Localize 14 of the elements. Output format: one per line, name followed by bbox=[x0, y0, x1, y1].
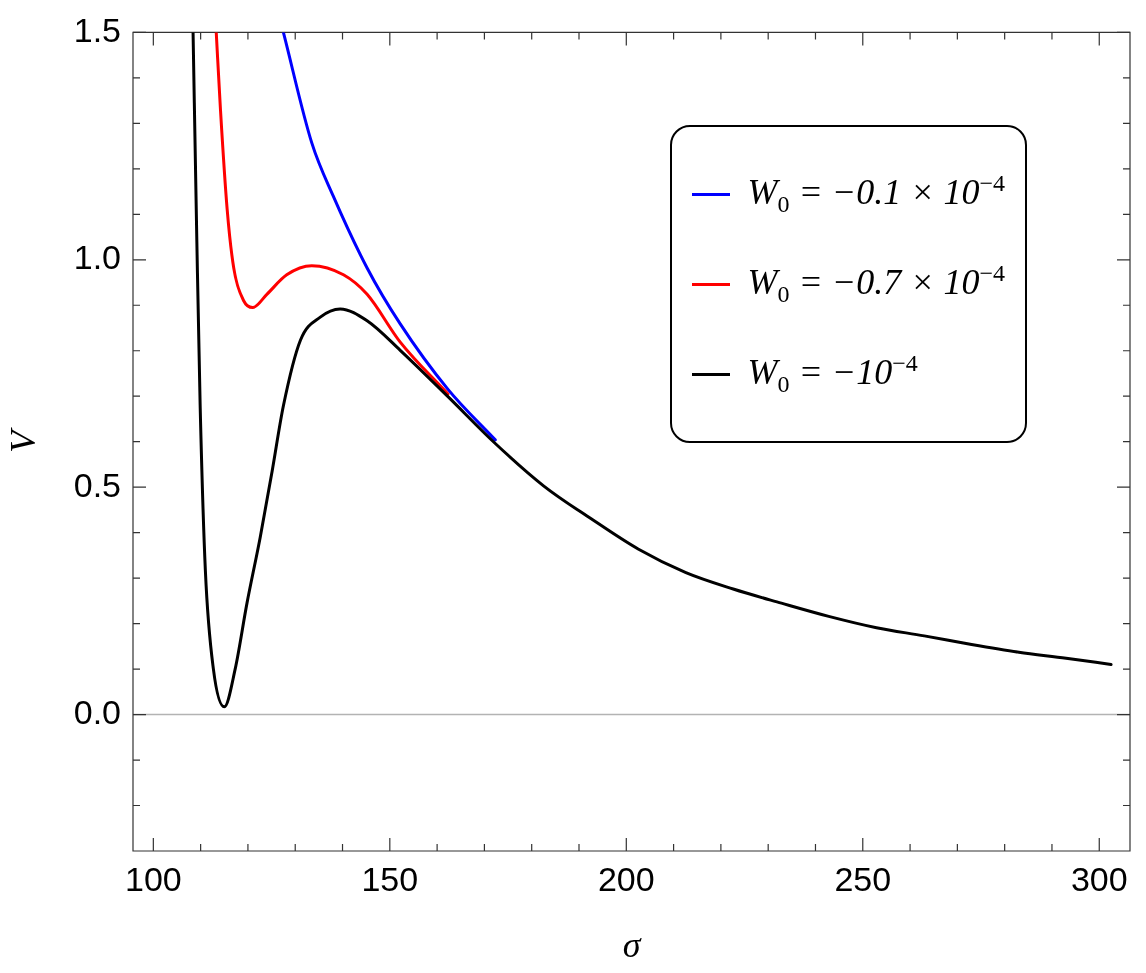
x-tick-label: 100 bbox=[124, 859, 182, 898]
y-axis-title: V bbox=[3, 426, 44, 453]
x-tick-label: 250 bbox=[834, 859, 892, 898]
y-tick-label: 1.0 bbox=[73, 238, 121, 277]
legend-label: W$_{0}$ = −0.1 × 10$^{−4}$ bbox=[747, 169, 1005, 219]
legend-label: W$_{0}$ = −10$^{−4}$ bbox=[747, 349, 918, 399]
x-tick-label: 150 bbox=[361, 859, 419, 898]
legend-label: W$_{0}$ = −0.7 × 10$^{−4}$ bbox=[747, 259, 1005, 309]
y-tick-label: 1.5 bbox=[73, 10, 121, 49]
y-tick-label: 0.0 bbox=[73, 692, 121, 731]
x-tick-label: 200 bbox=[597, 859, 655, 898]
x-axis-title: σ bbox=[622, 924, 642, 965]
x-tick-label: 300 bbox=[1070, 859, 1128, 898]
y-tick-label: 0.5 bbox=[73, 465, 121, 504]
